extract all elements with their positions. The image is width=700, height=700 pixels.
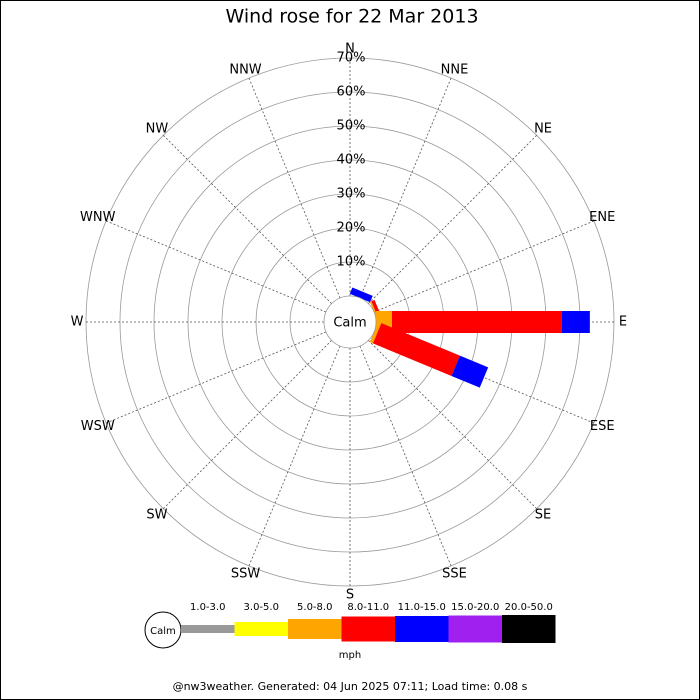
direction-label: ENE [589, 210, 615, 225]
direction-label: N [345, 42, 355, 57]
r-tick-label: 10% [337, 255, 366, 270]
bar-segment [369, 321, 382, 344]
direction-label: S [346, 588, 354, 603]
legend-swatch [448, 615, 502, 643]
chart-title: Wind rose for 22 Mar 2013 [225, 6, 478, 28]
legend-label: 5.0-8.0 [297, 602, 332, 613]
bar-segment [372, 323, 460, 376]
direction-label: W [71, 315, 84, 330]
bar-segment [561, 311, 590, 333]
calm-label: Calm [333, 316, 366, 331]
bar-segment [349, 287, 373, 303]
direction-label: ESE [590, 419, 615, 434]
legend-swatch [341, 616, 395, 642]
legend-swatch [288, 619, 342, 639]
unit-label: mph [339, 650, 361, 661]
direction-label: NW [146, 121, 169, 136]
legend-calm-label: Calm [150, 626, 176, 637]
direction-label: NE [534, 121, 552, 136]
legend-swatch [234, 622, 288, 636]
direction-label: SSW [231, 567, 261, 582]
legend-swatch [181, 625, 235, 633]
direction-label: WNW [80, 210, 116, 225]
legend-swatch [502, 615, 556, 643]
legend-label: 3.0-5.0 [244, 602, 279, 613]
r-tick-label: 50% [337, 119, 366, 134]
r-tick-label: 70% [337, 51, 366, 66]
r-tick-label: 40% [337, 153, 366, 168]
legend-label: 11.0-15.0 [398, 602, 446, 613]
bar-segment [391, 311, 562, 333]
direction-label: SSE [442, 567, 467, 582]
legend-label: 15.0-20.0 [451, 602, 499, 613]
calm-circle [323, 295, 377, 349]
legend-label: 1.0-3.0 [190, 602, 225, 613]
r-tick-label: 60% [337, 85, 366, 100]
direction-label: SE [535, 508, 551, 523]
r-tick-label: 20% [337, 221, 366, 236]
r-tick-label: 30% [337, 187, 366, 202]
direction-label: NNW [229, 62, 261, 77]
legend-label: 8.0-11.0 [347, 602, 389, 613]
direction-label: NNE [441, 62, 469, 77]
direction-label: SW [146, 508, 167, 523]
bar-segment [451, 355, 489, 388]
legend-label: 20.0-50.0 [505, 602, 553, 613]
direction-label: E [619, 315, 627, 330]
footer: @nw3weather. Generated: 04 Jun 2025 07:1… [173, 680, 528, 693]
direction-label: WSW [81, 419, 115, 434]
legend-swatch [395, 616, 449, 642]
